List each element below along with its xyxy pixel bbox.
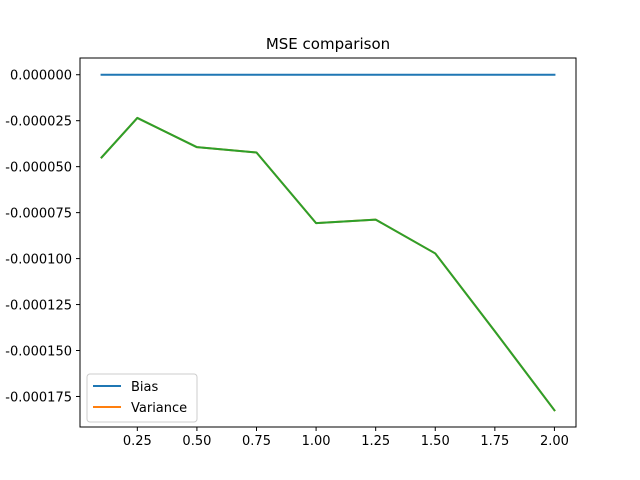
- y-tick-label: -0.000050: [5, 161, 72, 176]
- chart-title: MSE comparison: [266, 35, 390, 53]
- y-tick-label: -0.000075: [5, 207, 72, 222]
- y-tick-label: -0.000150: [5, 345, 72, 360]
- y-tick-label: 0.000000: [10, 69, 72, 84]
- x-tick-label: 0.50: [182, 434, 211, 449]
- legend: Bias Variance: [86, 373, 198, 423]
- x-tick-label: 0.25: [123, 434, 152, 449]
- x-tick-label: 1.25: [361, 434, 390, 449]
- x-tick-label: 2.00: [540, 434, 569, 449]
- legend-label-variance: Variance: [131, 401, 187, 416]
- y-tick-label: -0.000125: [5, 299, 72, 314]
- x-tick-label: 1.50: [421, 434, 450, 449]
- x-axis: 0.25 0.50 0.75 1.00 1.25 1.50 1.75 2.00: [123, 427, 569, 449]
- series-line-variance: [100, 116, 556, 412]
- y-tick-label: -0.000100: [5, 253, 72, 268]
- y-tick-label: -0.000025: [5, 115, 72, 130]
- x-tick-label: 1.75: [480, 434, 509, 449]
- series-layer: [100, 73, 556, 412]
- y-axis: 0.000000 -0.000025 -0.000050 -0.000075 -0.00…: [5, 69, 80, 405]
- legend-label-bias: Bias: [131, 380, 158, 395]
- y-tick-label: -0.000175: [5, 390, 72, 405]
- x-tick-label: 0.75: [242, 434, 271, 449]
- series-line-series-2: [100, 116, 556, 412]
- x-tick-label: 1.00: [302, 434, 331, 449]
- plot-frame: [79, 57, 577, 428]
